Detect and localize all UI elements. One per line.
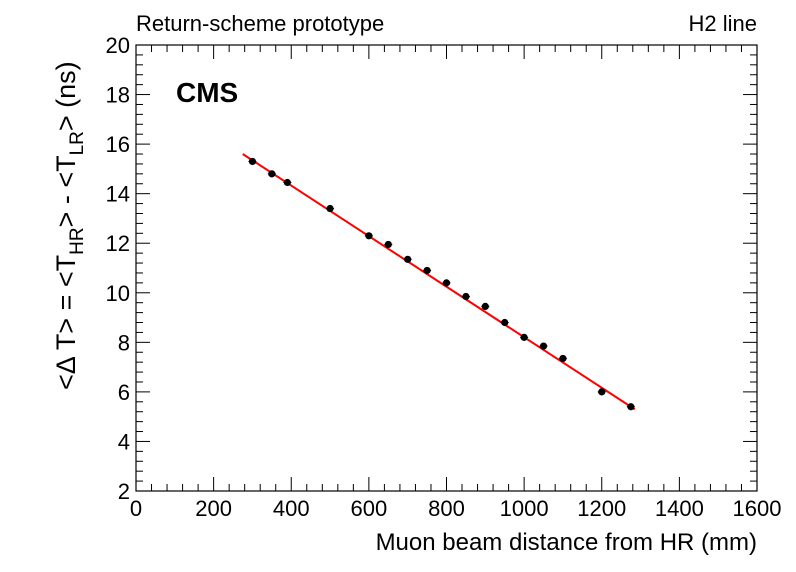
y-tick-label: 12	[106, 231, 130, 256]
point-marker	[268, 170, 276, 178]
data-point	[267, 170, 276, 178]
y-tick-label: 18	[106, 83, 130, 108]
axis-ticks	[135, 44, 758, 492]
x-tick-label: 1600	[733, 496, 782, 521]
data-point	[384, 240, 393, 249]
data-point	[500, 318, 509, 327]
right-title: H2 line	[689, 11, 757, 36]
y-tick-label: 4	[118, 429, 130, 454]
y-tick-label: 6	[118, 380, 130, 405]
x-tick-label: 800	[428, 496, 465, 521]
x-tick-label: 400	[273, 496, 310, 521]
point-marker	[365, 232, 373, 240]
point-marker	[501, 318, 509, 327]
y-label-prefix: <Δ T> = <T	[51, 255, 81, 390]
data-point	[248, 157, 257, 166]
tick-labels: 0 200 400 600 800 1000 1200 1400 1600 2 4 6 8 10 12 14 1…	[106, 33, 782, 521]
plot-frame	[135, 44, 758, 492]
point-marker	[283, 178, 291, 187]
y-tick-label: 16	[106, 132, 130, 157]
data-point	[442, 279, 451, 287]
x-tick-label: 1400	[655, 496, 704, 521]
fit-line-group	[242, 153, 636, 411]
x-axis-label: Muon beam distance from HR (mm)	[376, 529, 757, 556]
data-point	[597, 388, 606, 396]
point-marker	[326, 204, 334, 213]
y-label-sub-lr: LR	[67, 131, 88, 155]
point-marker	[559, 354, 567, 363]
point-marker	[423, 266, 431, 275]
x-tick-label: 1000	[500, 496, 549, 521]
point-marker	[520, 333, 528, 341]
point-marker	[384, 240, 392, 249]
data-point	[520, 333, 529, 341]
data-point	[481, 302, 490, 311]
point-marker	[248, 157, 257, 166]
cms-label: CMS	[176, 77, 238, 108]
data-points	[248, 157, 635, 411]
y-tick-label: 10	[106, 281, 130, 306]
point-marker	[404, 255, 412, 263]
data-point	[626, 403, 635, 411]
point-marker	[598, 388, 606, 396]
x-tick-label: 200	[195, 496, 232, 521]
y-tick-label: 20	[106, 33, 130, 58]
y-label-suffix: > (ns)	[51, 61, 81, 131]
data-point	[423, 266, 432, 275]
fit-line	[242, 153, 636, 411]
x-tick-label: 1200	[577, 496, 626, 521]
point-marker	[627, 403, 635, 411]
data-point	[283, 178, 292, 187]
data-point	[403, 255, 412, 263]
x-tick-label: 0	[130, 496, 142, 521]
point-marker	[462, 292, 470, 301]
data-point	[558, 354, 567, 363]
point-marker	[481, 302, 489, 311]
y-tick-label: 2	[118, 479, 130, 504]
y-tick-label: 14	[106, 182, 130, 207]
left-title: Return-scheme prototype	[136, 11, 384, 36]
point-marker	[442, 279, 451, 287]
y-label-sub-hr: HR	[67, 227, 88, 254]
data-point	[326, 204, 335, 213]
y-axis-label: <Δ T> = <THR> - <TLR> (ns)	[51, 61, 88, 390]
x-tick-label: 600	[351, 496, 388, 521]
data-point	[364, 232, 373, 240]
point-marker	[539, 342, 548, 350]
data-point	[461, 292, 470, 301]
y-tick-label: 8	[118, 330, 130, 355]
y-label-mid: > - <T	[51, 155, 81, 227]
data-point	[539, 342, 548, 350]
